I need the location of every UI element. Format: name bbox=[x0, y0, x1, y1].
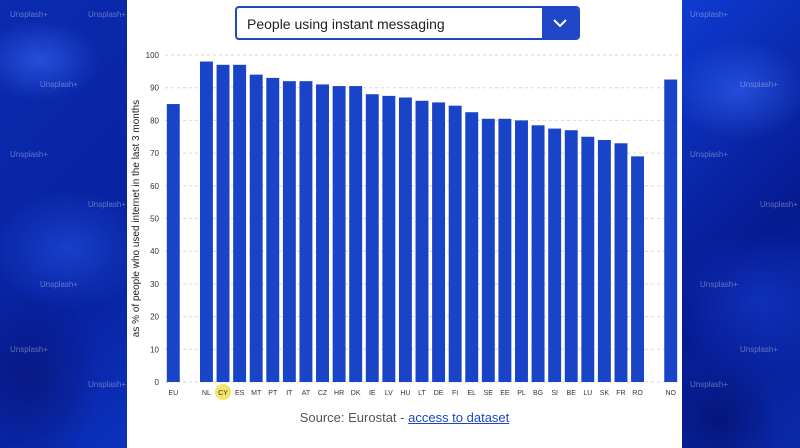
x-tick-label: HR bbox=[334, 390, 344, 397]
x-tick-label: CZ bbox=[318, 390, 328, 397]
y-tick-label: 0 bbox=[155, 378, 160, 387]
bar bbox=[216, 64, 230, 382]
watermark-text: Unsplash+ bbox=[88, 200, 127, 209]
bar bbox=[465, 112, 479, 382]
bar bbox=[614, 143, 628, 382]
watermark-text: Unsplash+ bbox=[740, 80, 779, 89]
x-tick-label: LT bbox=[418, 390, 426, 397]
x-tick-label: EL bbox=[467, 390, 476, 397]
x-tick-label: FI bbox=[452, 390, 458, 397]
x-tick-label: EE bbox=[500, 390, 510, 397]
bar bbox=[382, 95, 396, 382]
watermark-text: Unsplash+ bbox=[40, 80, 79, 89]
bar bbox=[266, 77, 280, 382]
bar bbox=[515, 120, 528, 383]
y-tick-label: 50 bbox=[150, 215, 159, 224]
bar bbox=[448, 105, 462, 382]
x-tick-label: SI bbox=[551, 390, 558, 397]
bar bbox=[166, 104, 180, 383]
watermark-text: Unsplash+ bbox=[40, 280, 79, 289]
dataset-link[interactable]: access to dataset bbox=[408, 410, 510, 425]
bar bbox=[432, 102, 446, 382]
bar bbox=[597, 140, 611, 382]
x-tick-label: FR bbox=[616, 390, 625, 397]
bar bbox=[316, 84, 329, 383]
watermark-text: Unsplash+ bbox=[10, 345, 49, 354]
bar bbox=[581, 136, 595, 382]
bar bbox=[481, 118, 495, 382]
x-tick-label: SE bbox=[484, 390, 494, 397]
x-tick-label: IT bbox=[286, 390, 293, 397]
x-tick-label: PL bbox=[517, 390, 526, 397]
x-tick-label: DK bbox=[351, 390, 361, 397]
bar bbox=[233, 64, 247, 382]
x-tick-label: PT bbox=[268, 390, 278, 397]
y-tick-label: 70 bbox=[150, 149, 159, 158]
chart-panel: People using instant messaging 0 10 20 30 40… bbox=[127, 0, 682, 448]
source-text: Source: Eurostat - bbox=[299, 410, 409, 425]
bar-chart: 0 10 20 30 40 50 60 70 80 90 100 as % of people who… bbox=[131, 51, 679, 400]
x-tick-label: AT bbox=[302, 390, 311, 397]
dropdown-toggle-button[interactable] bbox=[542, 8, 578, 38]
bar bbox=[299, 81, 313, 382]
watermark-text: Unsplash+ bbox=[700, 280, 739, 289]
watermark-text: Unsplash+ bbox=[690, 150, 729, 159]
bar bbox=[415, 100, 429, 382]
x-tick-label: BE bbox=[567, 390, 577, 397]
bar bbox=[531, 125, 545, 383]
indicator-dropdown[interactable]: People using instant messaging bbox=[235, 6, 580, 40]
bar bbox=[631, 156, 645, 382]
bar bbox=[249, 74, 263, 383]
bar bbox=[199, 61, 213, 382]
bar bbox=[564, 130, 578, 382]
bar bbox=[398, 97, 412, 382]
bar bbox=[332, 86, 346, 382]
x-tick-label: CY bbox=[218, 390, 228, 397]
dropdown-selected-value: People using instant messaging bbox=[247, 16, 445, 32]
x-tick-label: LU bbox=[583, 390, 592, 397]
x-tick-label: HU bbox=[400, 390, 410, 397]
y-axis-label: as % of people who used internet in the … bbox=[131, 100, 142, 337]
watermark-text: Unsplash+ bbox=[88, 380, 127, 389]
x-tick-label: SK bbox=[600, 390, 610, 397]
x-tick-label: LV bbox=[385, 390, 393, 397]
y-tick-label: 60 bbox=[150, 182, 159, 191]
bar bbox=[548, 128, 562, 382]
x-tick-label: ES bbox=[235, 390, 245, 397]
bar bbox=[664, 79, 678, 383]
watermark-text: Unsplash+ bbox=[740, 345, 779, 354]
x-tick-label: NO bbox=[665, 390, 676, 397]
y-tick-label: 30 bbox=[150, 280, 159, 289]
watermark-text: Unsplash+ bbox=[88, 10, 127, 19]
watermark-text: Unsplash+ bbox=[760, 200, 799, 209]
y-tick-label: 40 bbox=[150, 247, 159, 256]
y-tick-label: 90 bbox=[150, 84, 159, 93]
y-tick-label: 80 bbox=[150, 116, 159, 125]
chevron-down-icon bbox=[553, 19, 567, 28]
x-tick-label: EU bbox=[168, 390, 178, 397]
x-tick-label: NL bbox=[202, 390, 211, 397]
x-tick-label: RO bbox=[632, 390, 643, 397]
watermark-text: Unsplash+ bbox=[10, 10, 49, 19]
source-line: Source: Eurostat - access to dataset bbox=[127, 410, 682, 425]
y-tick-label: 100 bbox=[146, 51, 160, 60]
bar bbox=[282, 81, 296, 382]
y-tick-label: 20 bbox=[150, 313, 159, 322]
watermark-text: Unsplash+ bbox=[690, 10, 729, 19]
x-tick-label: DE bbox=[434, 390, 444, 397]
x-tick-label: IE bbox=[369, 390, 376, 397]
x-tick-label: MT bbox=[251, 390, 262, 397]
watermark-text: Unsplash+ bbox=[690, 380, 729, 389]
bar bbox=[498, 118, 512, 382]
watermark-text: Unsplash+ bbox=[10, 150, 49, 159]
x-tick-label: BG bbox=[533, 390, 543, 397]
bar bbox=[349, 86, 363, 382]
highlight-marker bbox=[215, 384, 232, 400]
bar bbox=[365, 94, 379, 383]
y-tick-label: 10 bbox=[150, 345, 159, 354]
